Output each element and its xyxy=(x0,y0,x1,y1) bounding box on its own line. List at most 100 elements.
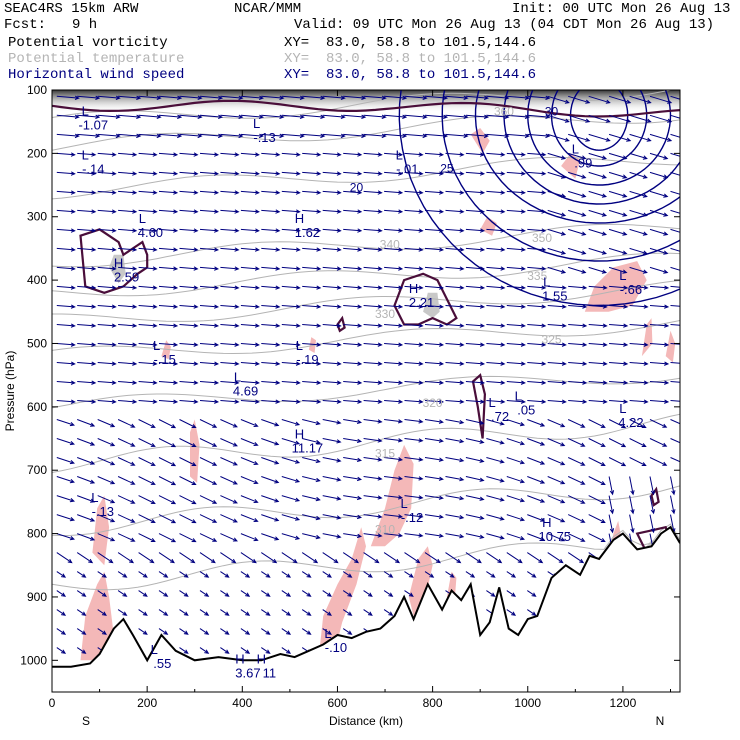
wind-vector xyxy=(384,285,404,290)
wind-vector xyxy=(97,114,121,119)
wind-vector xyxy=(240,247,260,252)
pv-contour xyxy=(471,373,487,439)
wind-vector xyxy=(158,95,183,100)
wind-vector xyxy=(363,152,383,157)
wind-vector xyxy=(588,152,607,160)
wind-vector xyxy=(322,419,342,425)
wind-vector xyxy=(76,571,87,578)
theta-contour-label: 330 xyxy=(375,307,395,321)
wind-vector xyxy=(527,133,551,139)
wind-vector xyxy=(240,380,260,385)
wind-vector xyxy=(506,247,526,252)
wind-vector xyxy=(649,342,670,347)
wind-vector xyxy=(118,190,138,195)
wind-vector xyxy=(158,457,177,467)
wind-vector xyxy=(281,285,301,290)
wind-vector xyxy=(588,304,608,309)
wind-vector xyxy=(158,419,177,429)
theta-contour xyxy=(52,252,680,297)
pv-fill-region xyxy=(161,340,171,360)
wind-vector xyxy=(281,152,301,157)
wind-vector xyxy=(424,133,449,139)
extremum-value: 1.55 xyxy=(542,288,567,303)
org-label: NCAR/MMM xyxy=(234,1,302,17)
wind-vector xyxy=(568,304,588,309)
wind-vector xyxy=(158,304,179,309)
wind-vector xyxy=(138,419,156,428)
wind-vector xyxy=(567,533,586,542)
wind-vector xyxy=(343,533,363,539)
wind-vector xyxy=(445,304,465,309)
wind-vector xyxy=(445,361,465,366)
wind-vector xyxy=(588,228,608,236)
wind-vector xyxy=(670,209,680,214)
wind-vector xyxy=(588,247,608,255)
wind-vector xyxy=(77,304,97,309)
wind-vector xyxy=(118,304,138,309)
wind-vector xyxy=(547,399,567,404)
wind-vector xyxy=(240,361,260,366)
wind-vector xyxy=(465,571,476,578)
wind-vector xyxy=(363,247,383,252)
wind-vector xyxy=(465,361,486,366)
wind-vector xyxy=(118,285,138,290)
fcst-label: Fcst: xyxy=(4,17,47,33)
extremum-letter: H xyxy=(542,515,551,530)
wind-vector xyxy=(629,171,648,179)
wind-vector xyxy=(609,342,629,347)
wind-vector xyxy=(363,171,383,176)
wind-vector xyxy=(179,285,199,290)
wind-vector xyxy=(649,514,656,534)
wind-vector xyxy=(629,285,649,290)
wind-vector xyxy=(138,304,158,309)
wind-vector xyxy=(342,609,353,616)
wind-vector xyxy=(527,247,547,252)
wind-vector xyxy=(424,476,444,481)
wind-vector xyxy=(486,152,506,157)
wind-vector xyxy=(97,495,116,504)
pv-fill-region xyxy=(190,419,200,483)
wind-vector xyxy=(138,457,156,466)
wind-vector xyxy=(343,247,363,252)
wind-vector xyxy=(220,628,230,635)
wind-vector xyxy=(199,438,218,447)
wind-vector xyxy=(506,361,526,366)
wind-vector xyxy=(322,114,346,119)
wind-vector xyxy=(404,247,424,252)
wind-vector xyxy=(649,152,669,160)
wind-vector xyxy=(608,476,615,496)
wind-vector xyxy=(56,495,75,503)
wind-vector xyxy=(547,133,570,142)
wind-vector xyxy=(363,609,373,616)
wind-vector xyxy=(281,571,292,578)
wind-vector xyxy=(118,114,142,119)
wind-vector xyxy=(97,533,116,542)
wind-vector xyxy=(342,552,360,564)
wind-vector xyxy=(629,495,635,515)
theta-contour xyxy=(52,320,680,355)
axes-layer: 0 200 400 600 800 1000 1200 100 200 300 400 500 600 7… xyxy=(20,83,680,710)
wind-vector xyxy=(199,190,220,195)
wind-vector xyxy=(506,228,526,233)
wind-vector xyxy=(199,628,210,635)
wind-vector xyxy=(424,361,445,366)
wind-vector xyxy=(138,495,156,505)
wind-vector xyxy=(301,590,312,597)
wind-vector xyxy=(486,476,505,483)
pv-fill-region xyxy=(408,546,433,616)
wind-vector xyxy=(281,114,305,119)
wind-vector xyxy=(527,533,546,541)
wind-vector xyxy=(97,590,107,597)
wind-vector xyxy=(97,190,117,195)
wind-vector xyxy=(404,95,428,100)
wind-vector xyxy=(527,514,546,522)
wind-vector xyxy=(465,133,489,139)
extremum-letter: L xyxy=(396,148,403,163)
wind-vector xyxy=(547,266,567,274)
wind-vector xyxy=(465,419,485,425)
tropopause-pv-contour xyxy=(52,99,680,118)
extremum-letter: L xyxy=(572,141,579,156)
wind-vector xyxy=(322,304,342,309)
wind-vector xyxy=(343,304,363,309)
wind-vector xyxy=(56,399,76,404)
